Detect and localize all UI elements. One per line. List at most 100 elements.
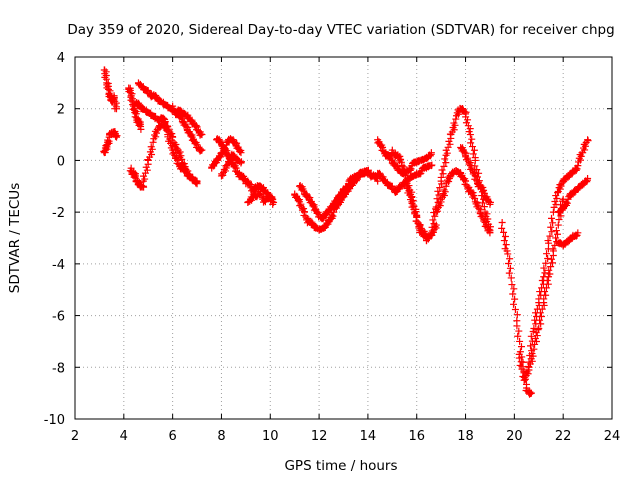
data-point	[298, 185, 301, 188]
data-point	[572, 169, 574, 172]
data-point	[469, 133, 472, 136]
data-point	[391, 185, 394, 188]
data-point	[525, 387, 528, 389]
series-track-t	[403, 182, 440, 245]
data-point	[171, 136, 174, 138]
y-tick-label: 4	[57, 51, 65, 66]
data-point	[337, 203, 340, 206]
data-point	[459, 172, 462, 175]
data-point	[308, 198, 311, 201]
data-point	[516, 319, 518, 322]
data-point	[371, 175, 374, 177]
data-point	[132, 172, 135, 175]
data-point	[159, 118, 162, 120]
data-point	[562, 180, 564, 182]
data-point	[105, 82, 108, 84]
data-point	[342, 188, 345, 190]
data-point	[337, 195, 340, 198]
data-point	[196, 144, 198, 146]
data-point	[547, 275, 550, 278]
series-track-p	[296, 167, 382, 223]
data-point	[557, 224, 560, 226]
data-point	[147, 159, 150, 162]
data-point	[489, 232, 491, 234]
data-point	[376, 138, 379, 141]
data-point	[406, 180, 408, 182]
data-point	[542, 275, 545, 278]
data-point	[142, 180, 145, 182]
data-point	[411, 175, 413, 177]
x-tick-label: 14	[360, 429, 377, 444]
data-point	[303, 211, 306, 213]
series-track-d	[126, 164, 148, 191]
data-point	[581, 151, 584, 154]
data-point	[489, 203, 491, 206]
y-tick-label: -6	[52, 310, 65, 325]
data-point	[181, 167, 184, 169]
x-tick-label: 18	[457, 429, 474, 444]
data-point	[430, 232, 433, 234]
series-track-a	[100, 66, 120, 113]
data-point	[420, 169, 423, 172]
data-point	[577, 232, 579, 234]
series-track-aa	[554, 175, 592, 216]
x-tick-labels: 2 4 6 8 10 12 14 16 18 20 22 24	[71, 429, 620, 444]
data-point	[484, 211, 486, 213]
data-point	[450, 175, 452, 177]
data-point	[347, 182, 350, 185]
series-track-h	[159, 118, 201, 188]
data-point	[140, 185, 142, 188]
data-point	[181, 120, 184, 123]
data-point	[137, 82, 140, 84]
data-point	[157, 128, 159, 131]
data-point	[252, 193, 254, 195]
series-track-i	[168, 102, 206, 155]
series-track-b	[100, 127, 121, 157]
data-point	[271, 198, 274, 201]
data-point	[225, 164, 228, 167]
data-point	[406, 185, 408, 188]
data-point	[357, 175, 359, 177]
data-point	[181, 162, 184, 164]
data-point	[523, 379, 525, 382]
data-point	[201, 133, 203, 136]
series-markers	[525, 136, 592, 366]
y-tick-label: 2	[57, 103, 65, 118]
data-point	[140, 107, 142, 110]
data-point	[469, 190, 472, 193]
data-point	[176, 113, 179, 115]
y-tick-labels: 4 2 0 -2 -4 -6 -8 -10	[44, 51, 65, 428]
data-point	[586, 138, 589, 141]
data-point	[240, 162, 242, 164]
data-point	[240, 151, 242, 154]
data-point	[147, 89, 150, 92]
data-point	[562, 198, 564, 201]
data-point	[557, 211, 560, 213]
data-point	[162, 102, 164, 105]
data-point	[130, 94, 132, 97]
data-point	[225, 151, 228, 154]
data-point	[105, 144, 108, 146]
data-point	[479, 211, 481, 213]
data-point	[132, 105, 135, 107]
data-point	[420, 229, 423, 232]
data-point	[210, 167, 213, 169]
data-point	[533, 348, 535, 350]
data-point	[110, 100, 113, 102]
data-point	[176, 149, 179, 151]
data-point	[249, 185, 252, 188]
y-tick-label: 0	[57, 154, 65, 169]
series-track-w	[457, 144, 494, 208]
data-point	[196, 126, 198, 128]
data-point	[435, 211, 438, 213]
data-point	[469, 164, 472, 167]
data-point	[537, 327, 540, 330]
x-tick-label: 6	[168, 429, 176, 444]
chart-title: Day 359 of 2020, Sidereal Day-to-day VTE…	[67, 22, 614, 38]
data-point	[562, 206, 564, 208]
data-point	[110, 133, 113, 136]
data-point	[137, 182, 140, 185]
data-point	[411, 201, 413, 203]
series-track-ab	[554, 229, 582, 250]
